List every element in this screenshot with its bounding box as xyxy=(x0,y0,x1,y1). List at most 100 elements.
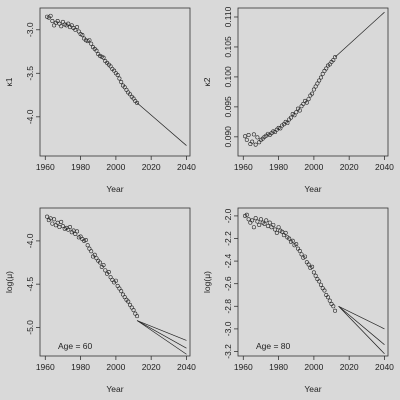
data-point xyxy=(320,286,325,291)
y-tick-label: -3.2 xyxy=(223,344,233,359)
x-axis-label: Year xyxy=(304,184,321,194)
data-point xyxy=(288,115,293,120)
x-tick-label: 2000 xyxy=(304,362,323,372)
data-point xyxy=(265,224,270,229)
data-point xyxy=(320,71,325,76)
data-point xyxy=(59,24,64,29)
data-point xyxy=(255,219,260,224)
x-axis-label: Year xyxy=(304,384,321,394)
y-tick-label: 0.110 xyxy=(223,6,233,27)
data-point xyxy=(251,132,256,137)
data-point xyxy=(101,55,106,60)
projection-line xyxy=(136,320,187,341)
y-tick-label: -5.0 xyxy=(25,320,35,335)
data-point xyxy=(333,308,338,313)
data-point xyxy=(66,21,71,26)
y-tick-label: 0.095 xyxy=(223,96,233,118)
data-point xyxy=(301,101,306,106)
x-tick-label: 1980 xyxy=(269,162,288,172)
y-tick-label: -3.5 xyxy=(25,66,35,81)
data-point xyxy=(271,129,276,134)
data-point xyxy=(318,75,323,80)
data-point xyxy=(87,38,92,43)
data-point xyxy=(250,139,255,144)
data-point xyxy=(317,279,322,284)
data-point xyxy=(117,76,122,81)
data-point xyxy=(255,135,260,140)
data-point xyxy=(274,230,279,235)
data-point xyxy=(55,220,60,225)
plot-frame xyxy=(39,7,191,157)
data-point xyxy=(59,219,64,224)
data-point xyxy=(98,260,103,265)
y-tick-label: 0.090 xyxy=(223,126,233,148)
data-point xyxy=(281,233,286,238)
data-point xyxy=(248,220,253,225)
y-axis-label: log(μ) xyxy=(202,271,212,293)
x-tick-label: 2000 xyxy=(106,162,125,172)
projection-line xyxy=(334,11,385,58)
y-tick-label: -4.0 xyxy=(25,109,35,124)
x-tick-label: 2000 xyxy=(304,162,323,172)
panel-4: 1960 1980 2000 2020 2040 -2.0 -2.2 -2.4 -2.6 -2.8… xyxy=(202,207,394,394)
data-point xyxy=(243,134,248,139)
data-point xyxy=(294,110,299,115)
x-axis-label: Year xyxy=(106,184,123,194)
x-axis-label: Year xyxy=(106,384,123,394)
data-point xyxy=(304,260,309,265)
data-point xyxy=(257,222,262,227)
data-point xyxy=(92,252,97,257)
data-point xyxy=(285,121,290,126)
data-point xyxy=(273,227,278,232)
data-point xyxy=(244,212,249,217)
x-tick-label: 1960 xyxy=(36,362,55,372)
data-point xyxy=(294,242,299,247)
panel-1: 1960 1980 2000 2020 2040 -3.0 -3.5 -4.0 Year κ1 xyxy=(4,7,196,194)
data-point xyxy=(315,277,320,282)
data-point xyxy=(248,142,253,147)
data-point xyxy=(85,243,90,248)
data-point xyxy=(113,278,118,283)
x-tick-label: 2040 xyxy=(375,162,394,172)
y-axis-label: κ2 xyxy=(202,77,212,86)
data-point xyxy=(276,125,281,130)
x-tick-label: 2020 xyxy=(340,162,359,172)
y-axis-label: κ1 xyxy=(4,77,14,86)
projection-line xyxy=(136,102,187,146)
x-tick-label: 2040 xyxy=(177,362,196,372)
data-point xyxy=(253,216,258,221)
age-annotation: Age = 60 xyxy=(58,341,93,351)
age-annotation: Age = 80 xyxy=(256,341,291,351)
data-point xyxy=(331,58,336,63)
data-point xyxy=(322,288,327,293)
data-point xyxy=(325,295,330,300)
y-tick-label: -2.8 xyxy=(223,299,233,314)
data-point xyxy=(310,91,315,96)
x-tick-label: 1980 xyxy=(71,362,90,372)
panel-2: 1960 1980 2000 2020 2040 0.090 0.095 0.100 0.105… xyxy=(202,6,394,194)
y-tick-label: -3.0 xyxy=(223,321,233,336)
x-tick-label: 2000 xyxy=(106,362,125,372)
data-point xyxy=(311,270,316,275)
data-point xyxy=(250,218,255,223)
data-point xyxy=(290,238,295,243)
data-point xyxy=(246,217,251,222)
data-point xyxy=(283,230,288,235)
data-point xyxy=(52,217,57,222)
data-point xyxy=(297,108,302,113)
data-point xyxy=(318,282,323,287)
data-point xyxy=(329,302,334,307)
data-point xyxy=(119,80,124,85)
data-point xyxy=(295,246,300,251)
projection-line xyxy=(136,320,187,349)
data-point xyxy=(313,273,318,278)
data-point xyxy=(246,133,251,138)
data-point xyxy=(297,248,302,253)
data-point xyxy=(75,25,80,30)
x-tick-label: 1980 xyxy=(269,362,288,372)
data-point xyxy=(89,249,94,254)
data-point xyxy=(306,97,311,102)
y-tick-label: 0.105 xyxy=(223,36,233,58)
data-point xyxy=(80,32,85,37)
